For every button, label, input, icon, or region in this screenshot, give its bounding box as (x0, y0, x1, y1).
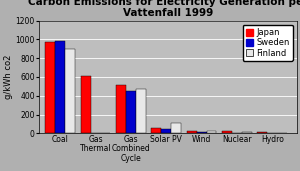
Bar (136, 89, 146, 133)
Bar (196, 132, 206, 133)
Bar (161, 129, 171, 133)
Y-axis label: g/kWh co2: g/kWh co2 (4, 55, 13, 99)
Title: Carbon Emissions for Electricity Generation per
Vattenfall 1999: Carbon Emissions for Electricity Generat… (28, 0, 300, 18)
Bar (81, 76, 91, 133)
Bar (152, 128, 161, 133)
Bar (126, 91, 136, 133)
Bar (116, 85, 126, 133)
Bar (55, 41, 65, 133)
Bar (187, 131, 196, 133)
Legend: Japan, Sweden, Finland: Japan, Sweden, Finland (243, 25, 293, 61)
Bar (171, 123, 181, 133)
Bar (222, 131, 232, 133)
Bar (45, 42, 55, 133)
Bar (257, 132, 267, 133)
Bar (206, 131, 216, 133)
Bar (65, 49, 75, 133)
Bar (242, 132, 252, 133)
